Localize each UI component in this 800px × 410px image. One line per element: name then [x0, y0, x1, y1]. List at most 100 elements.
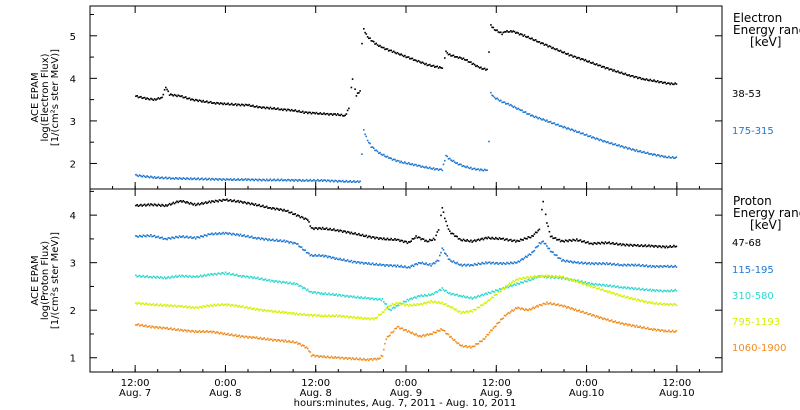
- data-point: [177, 236, 180, 239]
- data-point: [460, 345, 462, 347]
- data-point: [313, 112, 315, 114]
- data-point: [661, 303, 664, 306]
- data-point: [384, 309, 386, 311]
- data-point: [373, 40, 375, 43]
- data-point: [226, 273, 228, 275]
- data-point: [137, 323, 140, 325]
- data-point: [524, 277, 527, 280]
- data-point: [319, 355, 322, 357]
- data-point: [264, 338, 267, 341]
- data-point: [508, 282, 511, 285]
- data-point: [605, 262, 608, 264]
- data-point: [381, 311, 384, 313]
- data-point: [338, 258, 340, 261]
- data-point: [582, 240, 584, 243]
- data-point: [557, 123, 559, 126]
- data-point: [253, 237, 255, 239]
- data-point: [470, 309, 472, 312]
- data-point: [659, 245, 661, 248]
- data-point: [532, 278, 534, 281]
- data-point: [577, 279, 579, 281]
- data-point: [280, 339, 283, 341]
- data-point: [513, 308, 516, 311]
- data-point: [578, 309, 581, 311]
- data-point: [445, 289, 447, 292]
- data-point: [299, 312, 302, 315]
- data-point: [435, 65, 437, 68]
- data-point: [326, 228, 329, 231]
- data-point: [263, 337, 265, 339]
- data-point: [275, 179, 278, 181]
- data-point: [500, 318, 502, 321]
- data-point: [588, 313, 590, 316]
- data-point: [521, 33, 523, 36]
- data-point: [161, 203, 163, 206]
- data-point: [168, 305, 171, 308]
- data-point: [523, 257, 526, 259]
- data-point: [618, 321, 620, 323]
- data-point: [600, 288, 603, 291]
- data-point: [314, 253, 317, 256]
- data-point: [148, 98, 151, 101]
- data-point: [629, 297, 632, 300]
- data-point: [333, 294, 335, 296]
- data-point: [249, 306, 252, 309]
- data-point: [177, 304, 180, 307]
- data-point: [168, 277, 171, 279]
- data-point: [359, 357, 361, 360]
- data-point: [564, 277, 567, 279]
- data-point: [675, 329, 678, 332]
- data-point: [476, 343, 478, 345]
- data-point: [331, 357, 334, 359]
- data-point: [579, 311, 582, 313]
- data-point: [290, 241, 293, 244]
- data-point: [213, 201, 216, 203]
- data-point: [521, 307, 523, 309]
- data-point: [590, 282, 593, 285]
- data-point: [451, 293, 454, 295]
- data-point: [409, 241, 411, 243]
- data-point: [162, 238, 165, 240]
- legend-entry: 310-580: [732, 291, 774, 302]
- data-point: [290, 313, 293, 315]
- data-point: [421, 303, 424, 306]
- data-point: [295, 179, 298, 181]
- data-point: [248, 236, 251, 239]
- data-point: [236, 179, 238, 181]
- data-point: [515, 307, 517, 309]
- data-point: [385, 156, 388, 158]
- data-point: [138, 234, 141, 237]
- data-point: [531, 235, 533, 237]
- data-point: [320, 228, 323, 231]
- data-point: [305, 218, 308, 220]
- data-point: [425, 302, 427, 305]
- data-point: [244, 235, 247, 238]
- data-point: [543, 302, 546, 305]
- data-point: [142, 174, 145, 177]
- data-point: [482, 262, 485, 265]
- data-point: [309, 111, 312, 114]
- data-point: [481, 304, 483, 307]
- data-point: [613, 284, 615, 287]
- data-point: [620, 295, 623, 298]
- data-point: [639, 77, 642, 79]
- data-point: [155, 325, 157, 328]
- data-point: [263, 239, 265, 241]
- data-point: [252, 308, 254, 310]
- data-point: [567, 278, 569, 281]
- data-point: [432, 64, 435, 67]
- data-point: [289, 312, 292, 314]
- data-point: [402, 266, 405, 269]
- data-point: [375, 317, 378, 319]
- data-point: [625, 265, 628, 267]
- data-point: [582, 283, 584, 286]
- data-point: [173, 93, 176, 96]
- data-point: [339, 294, 341, 296]
- data-point: [297, 110, 299, 113]
- data-point: [387, 308, 390, 310]
- data-point: [573, 55, 576, 58]
- data-point: [371, 236, 374, 238]
- data-point: [654, 302, 656, 305]
- data-point: [568, 239, 571, 241]
- data-point: [547, 274, 549, 277]
